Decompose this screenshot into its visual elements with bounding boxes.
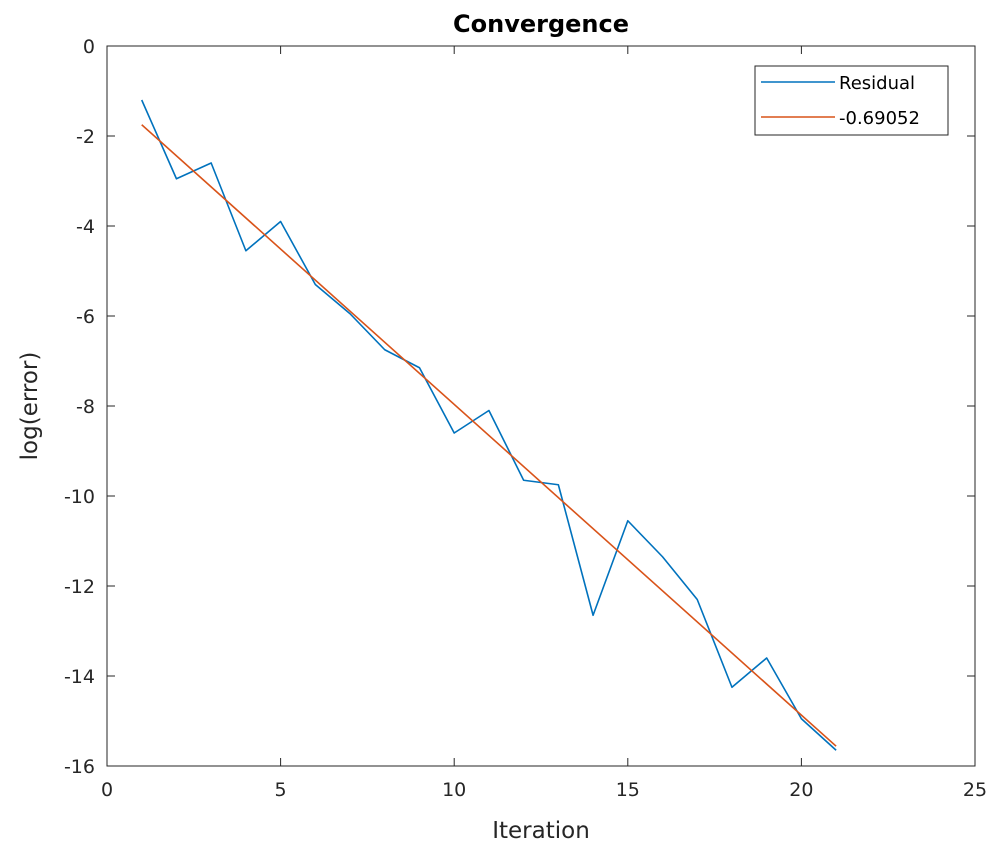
y-tick-label: -16: [64, 756, 95, 778]
y-tick-label: -4: [76, 216, 95, 238]
series-line-fit: [141, 124, 837, 747]
legend-box: [754, 65, 949, 136]
series-layer: [140, 99, 837, 751]
legend-label-residual: Residual: [839, 73, 915, 94]
ticks-layer: 0 5 10 15 20 25 0 -2 -4 -6 -8 -10 -12 -14 -16: [64, 36, 987, 801]
x-tick-label: 20: [789, 779, 813, 801]
y-tick-label: -6: [76, 306, 95, 328]
y-axis-label: log(error): [17, 352, 43, 461]
y-tick-label: -12: [64, 576, 95, 598]
x-tick-label: 5: [275, 779, 287, 801]
plot-area: [107, 46, 975, 766]
legend-label-fit: -0.69052: [839, 108, 920, 129]
legend: Residual -0.69052: [754, 65, 949, 136]
x-axis-label: Iteration: [492, 818, 590, 844]
y-tick-label: 0: [83, 36, 95, 58]
y-tick-label: -2: [76, 126, 95, 148]
series-line-residual: [140, 99, 837, 751]
x-tick-label: 0: [101, 779, 113, 801]
chart-title: Convergence: [453, 10, 629, 38]
y-tick-label: -14: [64, 666, 95, 688]
x-tick-label: 10: [442, 779, 466, 801]
x-tick-label: 25: [963, 779, 987, 801]
y-tick-label: -8: [76, 396, 95, 418]
x-tick-label: 15: [616, 779, 640, 801]
y-tick-label: -10: [64, 486, 95, 508]
